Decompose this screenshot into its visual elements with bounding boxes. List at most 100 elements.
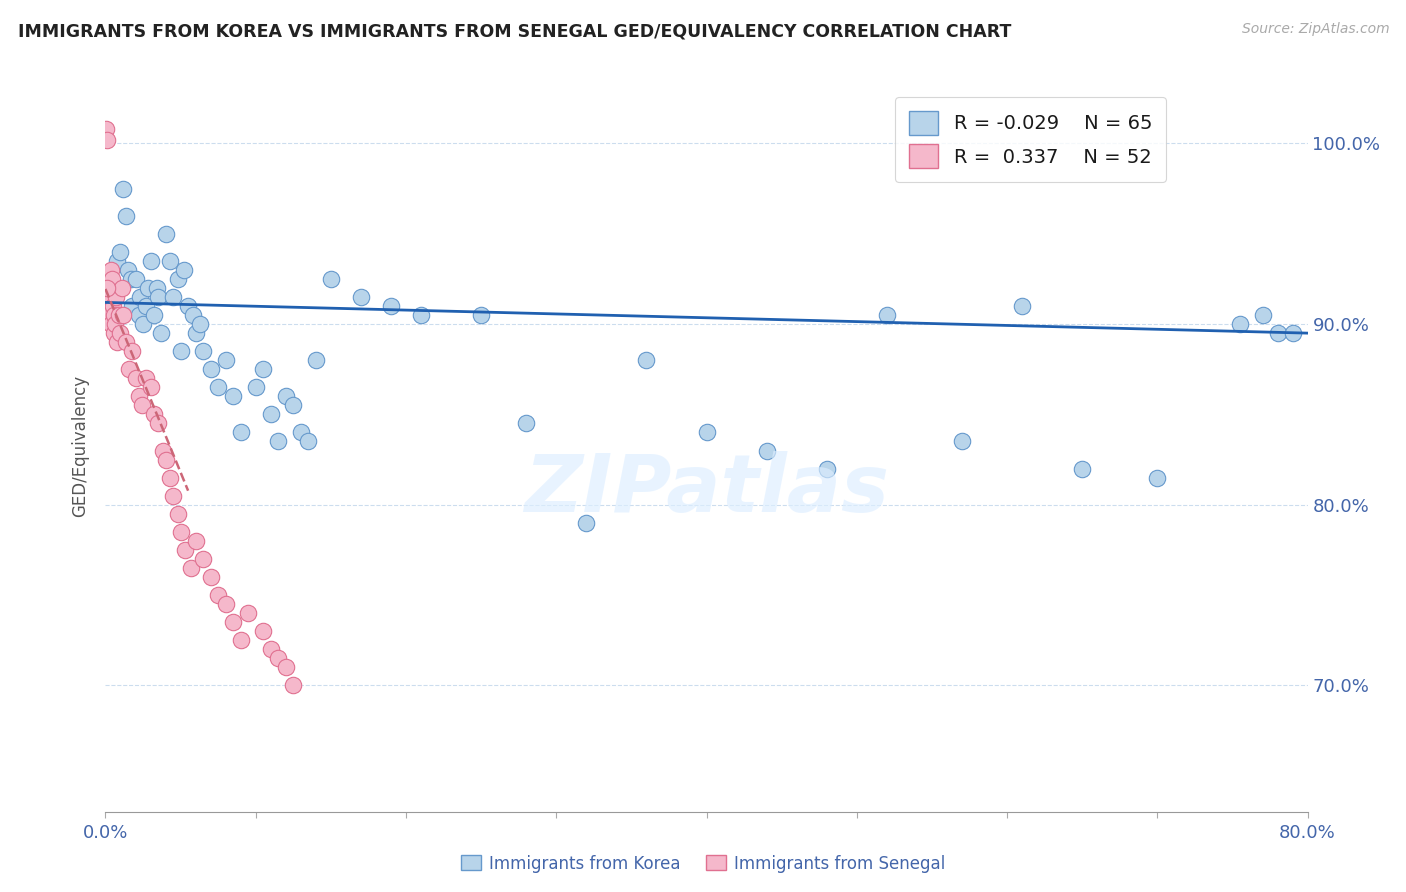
Point bbox=[267, 651, 290, 665]
Point bbox=[142, 308, 165, 322]
Point bbox=[107, 253, 129, 268]
Y-axis label: GED/Equivalency: GED/Equivalency bbox=[72, 375, 90, 517]
Point bbox=[169, 344, 191, 359]
Point bbox=[97, 281, 120, 295]
Point bbox=[139, 380, 162, 394]
Point bbox=[184, 533, 207, 548]
Point bbox=[111, 281, 134, 295]
Point bbox=[876, 308, 898, 322]
Point bbox=[98, 290, 121, 304]
Point bbox=[112, 308, 135, 322]
Point bbox=[136, 281, 159, 295]
Point bbox=[252, 362, 274, 376]
Point bbox=[104, 290, 127, 304]
Point bbox=[184, 326, 207, 340]
Point bbox=[200, 362, 222, 376]
Point bbox=[104, 317, 127, 331]
Point bbox=[146, 417, 169, 431]
Point bbox=[173, 263, 195, 277]
Point bbox=[260, 408, 283, 422]
Point bbox=[98, 290, 121, 304]
Text: ZIPatlas: ZIPatlas bbox=[524, 450, 889, 529]
Point bbox=[174, 542, 197, 557]
Point bbox=[229, 425, 252, 440]
Point bbox=[103, 326, 125, 340]
Point bbox=[132, 317, 155, 331]
Point bbox=[107, 335, 129, 350]
Point bbox=[207, 380, 229, 394]
Point bbox=[238, 606, 260, 620]
Point bbox=[177, 299, 200, 313]
Text: Source: ZipAtlas.com: Source: ZipAtlas.com bbox=[1241, 22, 1389, 37]
Point bbox=[166, 272, 188, 286]
Point bbox=[283, 398, 305, 412]
Point bbox=[350, 290, 373, 304]
Point bbox=[155, 227, 177, 241]
Point bbox=[1146, 470, 1168, 484]
Point bbox=[159, 470, 181, 484]
Point bbox=[214, 597, 236, 611]
Point bbox=[252, 624, 274, 639]
Point bbox=[290, 425, 312, 440]
Point bbox=[696, 425, 718, 440]
Text: IMMIGRANTS FROM KOREA VS IMMIGRANTS FROM SENEGAL GED/EQUIVALENCY CORRELATION CHA: IMMIGRANTS FROM KOREA VS IMMIGRANTS FROM… bbox=[18, 22, 1012, 40]
Point bbox=[180, 561, 202, 575]
Point bbox=[139, 253, 162, 268]
Point bbox=[319, 272, 342, 286]
Point bbox=[245, 380, 267, 394]
Point bbox=[121, 344, 143, 359]
Point bbox=[267, 434, 290, 449]
Point bbox=[1071, 461, 1094, 475]
Point bbox=[169, 524, 191, 539]
Point bbox=[166, 507, 188, 521]
Point bbox=[470, 308, 492, 322]
Point bbox=[575, 516, 598, 530]
Point bbox=[98, 308, 121, 322]
Point bbox=[103, 308, 125, 322]
Point bbox=[97, 299, 120, 313]
Point bbox=[409, 308, 432, 322]
Point bbox=[152, 443, 174, 458]
Legend: Immigrants from Korea, Immigrants from Senegal: Immigrants from Korea, Immigrants from S… bbox=[454, 848, 952, 880]
Point bbox=[128, 389, 150, 403]
Point bbox=[1251, 308, 1274, 322]
Point bbox=[755, 443, 778, 458]
Point bbox=[101, 272, 124, 286]
Point bbox=[214, 353, 236, 368]
Point bbox=[108, 308, 131, 322]
Point bbox=[118, 362, 141, 376]
Point bbox=[191, 552, 214, 566]
Point bbox=[260, 642, 283, 657]
Legend: R = -0.029    N = 65, R =  0.337    N = 52: R = -0.029 N = 65, R = 0.337 N = 52 bbox=[896, 97, 1166, 182]
Point bbox=[297, 434, 319, 449]
Point bbox=[1229, 317, 1251, 331]
Point bbox=[101, 281, 124, 295]
Point bbox=[150, 326, 173, 340]
Point bbox=[124, 272, 146, 286]
Point bbox=[135, 299, 157, 313]
Point bbox=[222, 615, 245, 629]
Point bbox=[145, 281, 167, 295]
Point bbox=[115, 335, 138, 350]
Point bbox=[120, 272, 142, 286]
Point bbox=[110, 244, 132, 259]
Point bbox=[96, 133, 118, 147]
Point bbox=[1281, 326, 1303, 340]
Point bbox=[129, 290, 152, 304]
Point bbox=[305, 353, 328, 368]
Point bbox=[950, 434, 973, 449]
Point bbox=[124, 371, 146, 385]
Point bbox=[200, 570, 222, 584]
Point bbox=[121, 299, 143, 313]
Point bbox=[162, 489, 184, 503]
Point bbox=[128, 308, 150, 322]
Point bbox=[636, 353, 658, 368]
Point bbox=[159, 253, 181, 268]
Point bbox=[274, 660, 297, 674]
Point bbox=[515, 417, 537, 431]
Point bbox=[274, 389, 297, 403]
Point bbox=[162, 290, 184, 304]
Point bbox=[100, 263, 122, 277]
Point bbox=[181, 308, 204, 322]
Point bbox=[117, 263, 139, 277]
